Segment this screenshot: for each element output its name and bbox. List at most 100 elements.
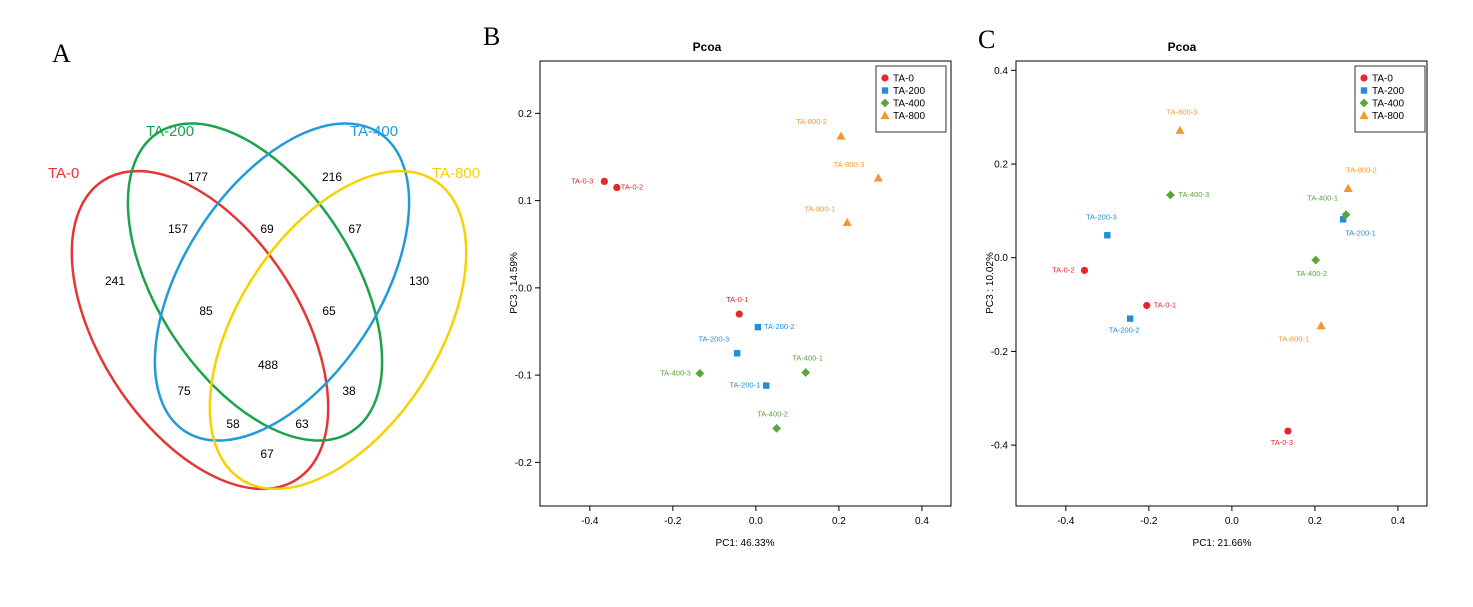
x-tick-label: 0.2 xyxy=(832,516,846,527)
plot-frame xyxy=(539,60,952,507)
y-axis-label: PC3 : 10.02% xyxy=(985,252,996,314)
pcoa-panel-c: C Pcoa -0.4 -0.2 0.0 0.2 0.4 -0.4 -0.2 0.0 0.2 0.… xyxy=(978,25,1428,549)
legend-marker xyxy=(1359,110,1369,120)
point-label: TA-0-3 xyxy=(571,176,593,185)
y-tick-label: -0.1 xyxy=(515,371,533,382)
point-label: TA-400-2 xyxy=(757,409,788,418)
point-label: TA-200-1 xyxy=(1345,228,1376,237)
point-label: TA-200-3 xyxy=(1086,212,1117,221)
legend-entry: TA-200 xyxy=(1372,86,1404,97)
x-tick-label: -0.4 xyxy=(1057,516,1075,527)
legend-marker xyxy=(880,110,890,120)
point-label: TA-0-3 xyxy=(1271,438,1293,447)
y-tick-label: -0.4 xyxy=(991,441,1009,452)
point-label: TA-800-2 xyxy=(1346,165,1377,174)
data-point xyxy=(836,131,846,140)
point-label: TA-0-2 xyxy=(621,183,643,192)
data-point xyxy=(1175,125,1185,134)
venn-count: 177 xyxy=(188,170,208,184)
plot-title: Pcoa xyxy=(1168,40,1197,54)
data-point xyxy=(1166,190,1175,200)
point-label: TA-200-3 xyxy=(698,334,729,343)
plot-title: Pcoa xyxy=(693,40,722,54)
venn-panel: A TA-0 TA-200 TA-400 TA-800 241 177 216 … xyxy=(48,39,480,491)
x-tick-label: 0.4 xyxy=(1391,516,1405,527)
y-tick-label: -0.2 xyxy=(991,347,1009,358)
point-label: TA-400-2 xyxy=(1296,269,1327,278)
y-tick-label: -0.2 xyxy=(515,458,533,469)
venn-label-ta-400: TA-400 xyxy=(350,123,398,140)
venn-count: 69 xyxy=(260,222,274,236)
point-label: TA-800-1 xyxy=(804,204,835,213)
venn-ellipse-ta-800 xyxy=(208,169,468,491)
legend-marker xyxy=(881,87,889,94)
plot-frame xyxy=(1015,60,1428,507)
point-label: TA-400-3 xyxy=(660,368,691,377)
venn-label-ta-200: TA-200 xyxy=(146,123,194,140)
data-point xyxy=(1343,183,1353,193)
venn-count: 58 xyxy=(226,417,240,431)
venn-count: 67 xyxy=(348,222,362,236)
point-label: TA-0-1 xyxy=(726,295,748,304)
data-point xyxy=(600,177,608,186)
legend-marker xyxy=(1360,87,1368,94)
venn-count: 67 xyxy=(260,447,274,461)
data-point xyxy=(733,350,741,357)
x-axis-label: PC1: 21.66% xyxy=(1193,538,1252,549)
legend-marker xyxy=(880,98,890,108)
legend-entry: TA-800 xyxy=(893,111,925,122)
venn-ellipse-ta-0 xyxy=(70,169,330,491)
data-point xyxy=(1126,315,1134,322)
data-point xyxy=(1104,232,1111,239)
x-tick-label: -0.2 xyxy=(1140,516,1158,527)
legend-marker xyxy=(1360,74,1368,82)
venn-count: 75 xyxy=(177,384,191,398)
data-point xyxy=(1339,216,1347,223)
legend-entry: TA-0 xyxy=(1372,74,1393,85)
panel-letter-c: C xyxy=(978,25,995,54)
venn-count: 488 xyxy=(258,358,278,372)
panel-letter-a: A xyxy=(52,39,71,68)
point-label: TA-800-2 xyxy=(796,117,827,126)
venn-count: 241 xyxy=(105,274,125,288)
data-point xyxy=(1311,255,1321,265)
data-point xyxy=(1143,301,1151,310)
legend-marker xyxy=(1359,98,1369,108)
data-points: TA-0-3 TA-0-2 TA-0-1 TA-200-2 TA-200-3 TA-200… xyxy=(571,117,883,433)
pcoa-panel-b: B Pcoa -0.4 -0.2 0.0 0.2 0.4 -0.2 -0.1 0.0 0.1 0.… xyxy=(483,22,952,549)
venn-count: 157 xyxy=(168,222,188,236)
data-point xyxy=(763,382,770,389)
y-tick-label: 0.0 xyxy=(518,283,532,294)
legend-entry: TA-800 xyxy=(1372,111,1404,122)
data-point xyxy=(1341,210,1351,220)
y-tick-label: 0.0 xyxy=(994,253,1008,264)
y-tick-label: 0.2 xyxy=(994,160,1008,171)
x-tick-label: -0.2 xyxy=(664,516,682,527)
axes: -0.4 -0.2 0.0 0.2 0.4 -0.4 -0.2 0.0 0.2 0.4 xyxy=(991,66,1406,527)
point-label: TA-800-3 xyxy=(1167,107,1198,116)
data-point xyxy=(842,217,852,227)
point-label: TA-800-3 xyxy=(834,160,865,169)
data-point xyxy=(1316,321,1326,330)
point-label: TA-200-2 xyxy=(764,322,795,331)
point-label: TA-200-1 xyxy=(730,381,761,390)
venn-count: 65 xyxy=(322,304,336,318)
x-tick-label: 0.0 xyxy=(749,516,763,527)
data-point xyxy=(801,368,811,377)
venn-ellipse-ta-400 xyxy=(153,122,411,442)
venn-label-ta-0: TA-0 xyxy=(48,165,79,182)
point-label: TA-200-2 xyxy=(1109,326,1140,335)
legend-entry: TA-400 xyxy=(893,99,925,110)
venn-count: 85 xyxy=(199,304,213,318)
point-label: TA-400-1 xyxy=(1307,194,1338,203)
venn-count: 216 xyxy=(322,170,342,184)
y-axis-label: PC3 : 14.59% xyxy=(509,252,520,314)
y-tick-label: 0.4 xyxy=(994,66,1008,77)
data-point xyxy=(754,323,762,331)
point-label: TA-400-3 xyxy=(1178,190,1209,199)
venn-count: 38 xyxy=(342,384,356,398)
panel-letter-b: B xyxy=(483,22,500,51)
venn-label-ta-800: TA-800 xyxy=(432,165,480,182)
